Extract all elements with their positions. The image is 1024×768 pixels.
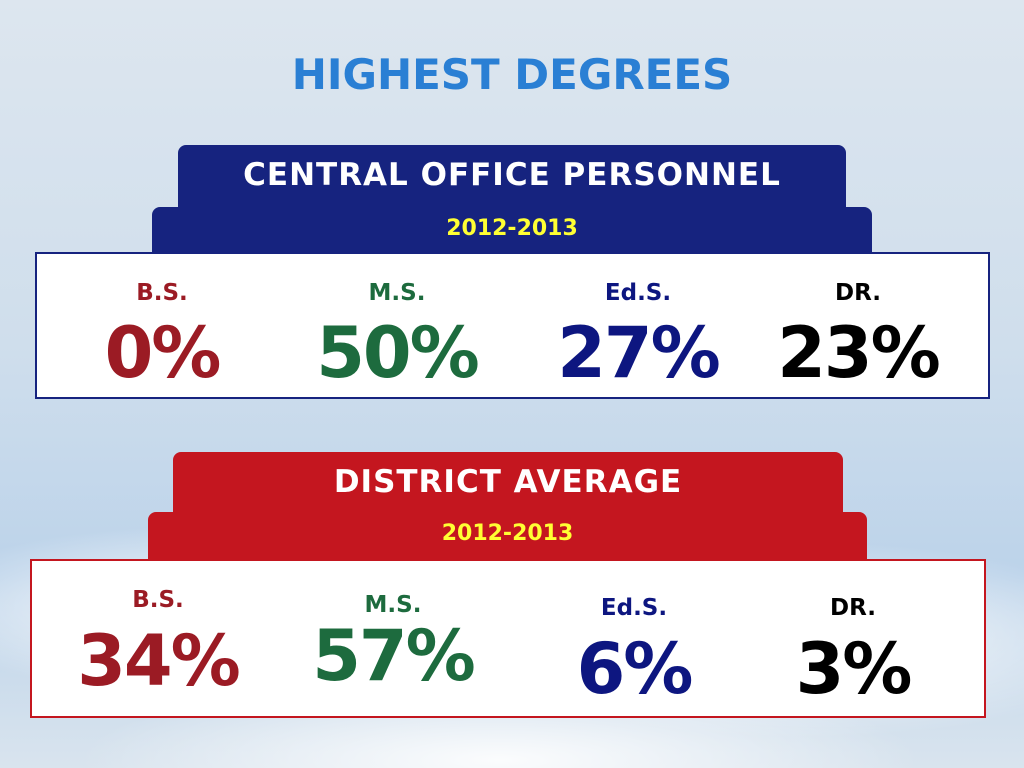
item-label: B.S. bbox=[132, 587, 184, 613]
panel-header: CENTRAL OFFICE PERSONNEL bbox=[178, 145, 846, 207]
panel-box bbox=[30, 559, 986, 718]
panel-header: DISTRICT AVERAGE bbox=[173, 452, 843, 514]
slide-title: HIGHEST DEGREES bbox=[291, 50, 733, 99]
item-label: Ed.S. bbox=[604, 280, 672, 306]
item-value: 57% bbox=[312, 615, 476, 697]
item-label: B.S. bbox=[136, 280, 188, 306]
item-value: 6% bbox=[576, 628, 694, 710]
panel-box bbox=[35, 252, 990, 399]
item-value: 50% bbox=[316, 312, 480, 394]
item-value: 0% bbox=[104, 312, 222, 394]
panel-year: 2012-2013 bbox=[152, 207, 872, 255]
item-label: Ed.S. bbox=[600, 595, 668, 621]
item-value: 3% bbox=[795, 628, 913, 710]
item-label: M.S. bbox=[368, 280, 426, 306]
item-label: DR. bbox=[835, 280, 881, 306]
item-value: 34% bbox=[77, 620, 241, 702]
item-label: M.S. bbox=[364, 592, 422, 618]
item-value: 27% bbox=[557, 312, 721, 394]
panel-year: 2012-2013 bbox=[148, 512, 867, 560]
item-label: DR. bbox=[830, 595, 876, 621]
item-value: 23% bbox=[777, 312, 941, 394]
